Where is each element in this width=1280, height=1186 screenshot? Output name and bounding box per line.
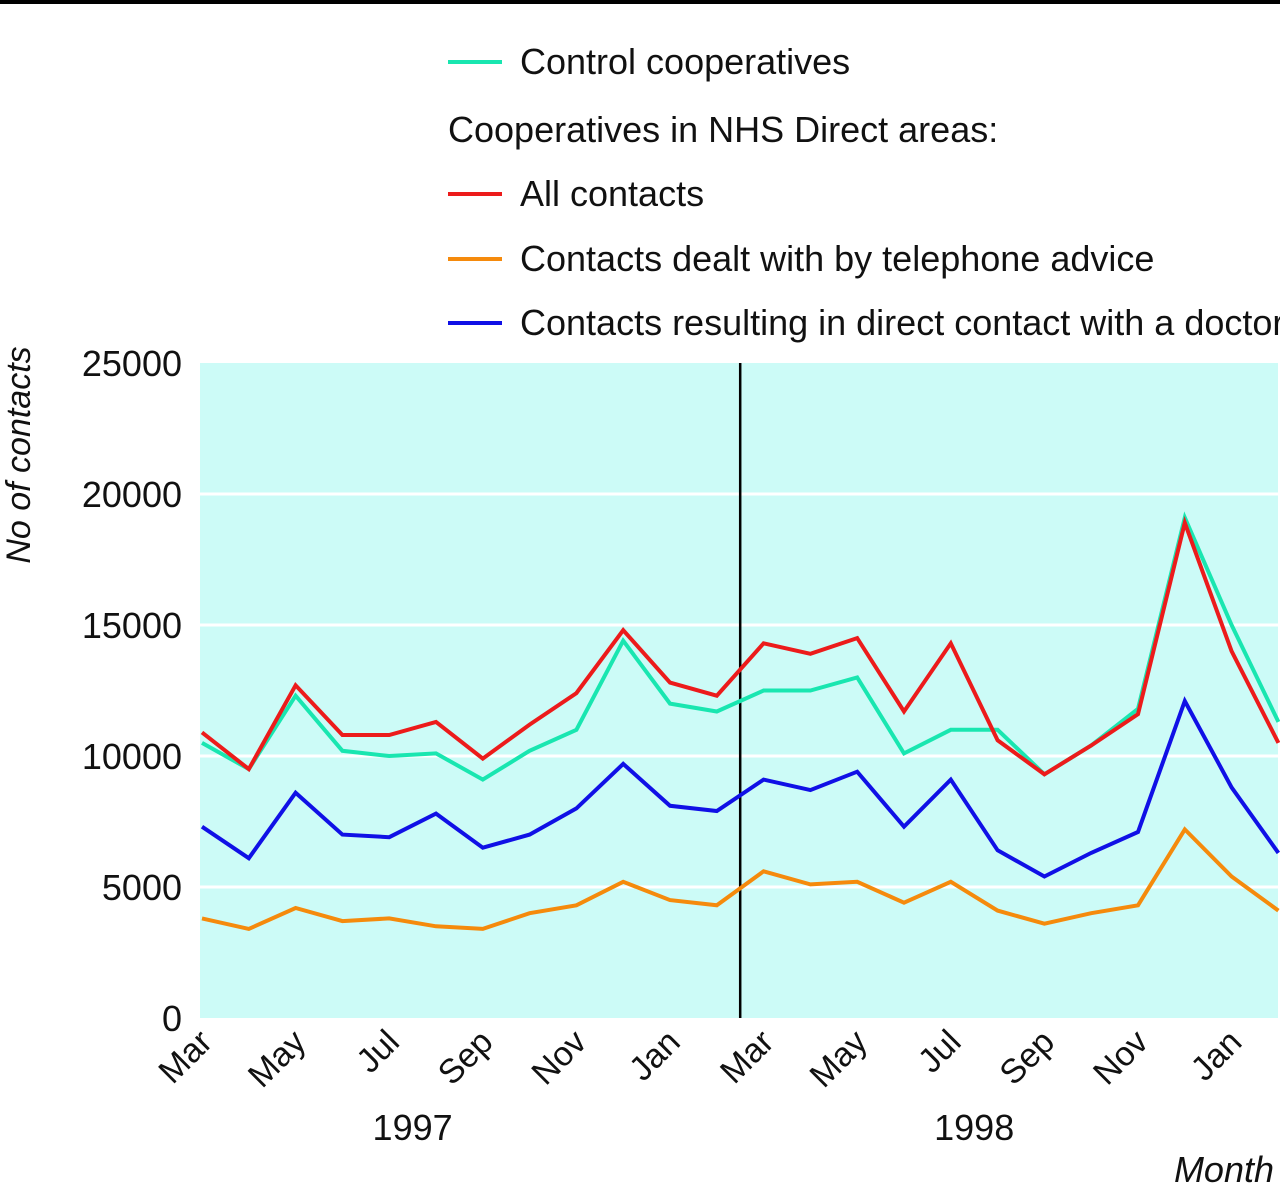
y-tick-label: 15000 bbox=[82, 605, 182, 646]
y-tick-label: 0 bbox=[162, 998, 182, 1039]
legend-label-direct-doctor: Contacts resulting in direct contact wit… bbox=[520, 302, 1280, 343]
legend: Control cooperatives Cooperatives in NHS… bbox=[448, 41, 1280, 343]
x-tick-label: May bbox=[241, 1023, 313, 1095]
year-label: 1998 bbox=[934, 1107, 1014, 1148]
y-tick-label: 25000 bbox=[82, 343, 182, 384]
year-label: 1997 bbox=[373, 1107, 453, 1148]
x-tick-label: Jan bbox=[622, 1023, 688, 1089]
gridlines bbox=[200, 363, 1278, 1018]
x-tick-label: Sep bbox=[992, 1023, 1062, 1093]
y-axis-label: No of contacts bbox=[0, 346, 38, 563]
series-line-direct-doctor bbox=[200, 696, 1280, 879]
year-labels: 1997 1998 bbox=[373, 1107, 1015, 1148]
legend-label-control: Control cooperatives bbox=[520, 41, 850, 82]
chart-top-rule bbox=[0, 0, 1280, 4]
legend-label-all-contacts: All contacts bbox=[520, 173, 704, 214]
x-tick-label: Jul bbox=[911, 1023, 969, 1081]
x-tick-label: Jan bbox=[1184, 1023, 1250, 1089]
series-lines bbox=[200, 511, 1280, 931]
x-tick-label: Jul bbox=[349, 1023, 407, 1081]
y-tick-label: 5000 bbox=[102, 867, 182, 908]
x-tick-label: Sep bbox=[431, 1023, 501, 1093]
x-tick-label: Nov bbox=[524, 1023, 594, 1093]
legend-label-telephone-advice: Contacts dealt with by telephone advice bbox=[520, 238, 1154, 279]
y-tick-label: 10000 bbox=[82, 736, 182, 777]
x-tick-labels: Mar May Jul Sep Nov Jan Mar May Jul Sep Nov Jan bbox=[151, 1023, 1249, 1095]
series-line-telephone-advice bbox=[201, 826, 1280, 931]
legend-group-header: Cooperatives in NHS Direct areas: bbox=[448, 109, 998, 150]
x-tick-label: May bbox=[803, 1023, 875, 1095]
x-tick-label: Mar bbox=[713, 1023, 781, 1091]
y-tick-labels: 0 5000 10000 15000 20000 25000 bbox=[82, 343, 182, 1039]
series-line-all-contacts bbox=[200, 515, 1280, 777]
x-axis-label: Month bbox=[1174, 1149, 1274, 1186]
x-tick-label: Nov bbox=[1086, 1023, 1156, 1093]
y-tick-label: 20000 bbox=[82, 474, 182, 515]
